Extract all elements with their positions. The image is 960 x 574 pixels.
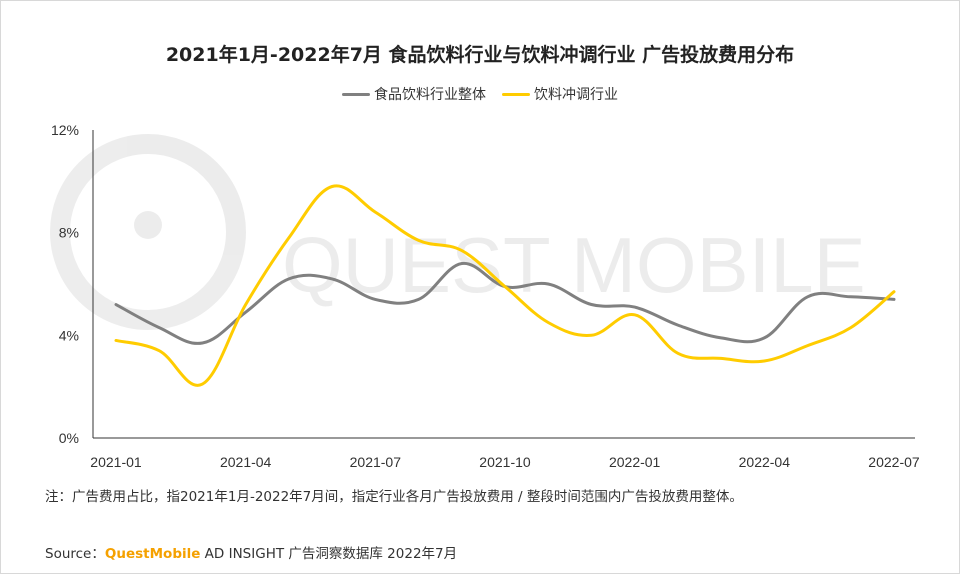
legend-label-beverage: 饮料冲调行业 [534, 87, 618, 103]
chart-title: 2021年1月-2022年7月 食品饮料行业与饮料冲调行业 广告投放费用分布 [165, 44, 795, 66]
footnote: 注：广告费用占比，指2021年1月-2022年7月间，指定行业各月广告投放费用 … [45, 489, 743, 505]
y-tick-label: 12% [51, 122, 79, 138]
source-brand: QuestMobile [104, 546, 201, 562]
series-line-1[interactable] [114, 184, 896, 387]
legend-swatch-beverage [502, 92, 530, 96]
watermark-logo-dot [134, 211, 162, 239]
x-tick-label: 2021-01 [90, 454, 142, 470]
watermark: QUEST MOBILE [50, 134, 866, 330]
x-tick-label: 2022-01 [609, 454, 661, 470]
legend-swatch-overall [342, 92, 370, 96]
y-tick-label: 4% [59, 327, 79, 343]
y-tick-label: 0% [59, 430, 79, 446]
y-tick-label: 8% [59, 225, 79, 241]
source-line: Source：QuestMobile AD INSIGHT 广告洞察数据库 20… [45, 542, 457, 562]
legend: 食品饮料行业整体 饮料冲调行业 [0, 84, 960, 104]
legend-item-beverage[interactable]: 饮料冲调行业 [502, 84, 618, 104]
x-tick-label: 2021-07 [350, 454, 402, 470]
watermark-text: QUEST MOBILE [282, 221, 866, 309]
x-tick-label: 2021-04 [220, 454, 272, 470]
x-tick-label: 2021-10 [479, 454, 531, 470]
x-tick-label: 2022-07 [868, 454, 920, 470]
legend-item-overall[interactable]: 食品饮料行业整体 [342, 84, 486, 104]
x-tick-label: 2022-04 [739, 454, 791, 470]
source-prefix: Source： [45, 546, 105, 562]
source-suffix: AD INSIGHT 广告洞察数据库 2022年7月 [200, 546, 458, 562]
watermark-logo-ring [50, 134, 246, 330]
legend-label-overall: 食品饮料行业整体 [374, 87, 486, 103]
